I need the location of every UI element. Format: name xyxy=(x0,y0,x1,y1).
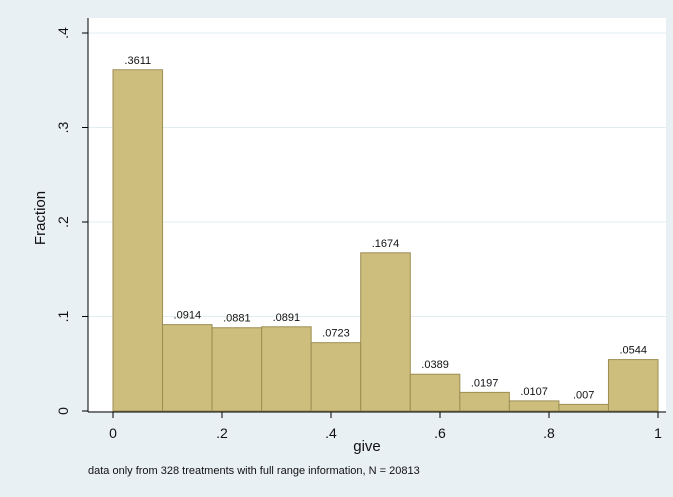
bar-value-label: .3611 xyxy=(124,55,151,67)
histogram-bar xyxy=(360,252,411,412)
bar-value-label: .1674 xyxy=(372,238,400,250)
x-axis-title: give xyxy=(353,438,381,455)
bar-value-label: .0723 xyxy=(322,328,350,340)
histogram-bar xyxy=(112,69,164,412)
histogram-bar xyxy=(558,403,609,412)
bar-value-label: .0544 xyxy=(619,345,647,357)
histogram-bar xyxy=(607,359,659,412)
bar-value-label: .0107 xyxy=(520,386,548,398)
histogram-bar xyxy=(508,400,560,412)
x-tick-label: .4 xyxy=(325,425,337,441)
histogram-bar xyxy=(409,373,461,412)
bar-value-label: .0881 xyxy=(223,313,251,325)
axes: 0 .2 .4 .6 .8 1 0 .1 .2 .3 .4 xyxy=(55,18,666,441)
y-tick-label: .4 xyxy=(55,27,71,39)
bar-value-label: .0197 xyxy=(471,377,499,389)
bar-value-label: .0891 xyxy=(273,312,301,324)
x-tick-label: .6 xyxy=(434,425,446,441)
histogram-bar xyxy=(261,326,312,412)
x-tick-label: 0 xyxy=(109,425,117,441)
y-tick-label: 0 xyxy=(55,407,71,415)
bars xyxy=(112,69,659,412)
x-tick-label: .2 xyxy=(216,425,228,441)
y-tick-label: .1 xyxy=(55,310,71,322)
bar-value-label: .007 xyxy=(573,389,594,401)
y-axis-title: Fraction xyxy=(32,191,49,245)
chart-note: data only from 328 treatments with full … xyxy=(88,465,420,477)
x-tick-label: .8 xyxy=(543,425,555,441)
x-tick-label: 1 xyxy=(654,425,662,441)
bar-value-labels: .3611 .0914 .0881 .0891 .0723 .1674 .0389 .0197… xyxy=(124,55,647,402)
histogram-bar xyxy=(459,391,510,412)
histogram-bar xyxy=(162,324,213,412)
bar-value-label: .0914 xyxy=(174,310,202,322)
bar-value-label: .0389 xyxy=(421,359,449,371)
histogram-bar xyxy=(211,327,263,412)
y-tick-label: .2 xyxy=(55,216,71,228)
y-tick-label: .3 xyxy=(55,121,71,133)
histogram-bar xyxy=(310,342,362,412)
